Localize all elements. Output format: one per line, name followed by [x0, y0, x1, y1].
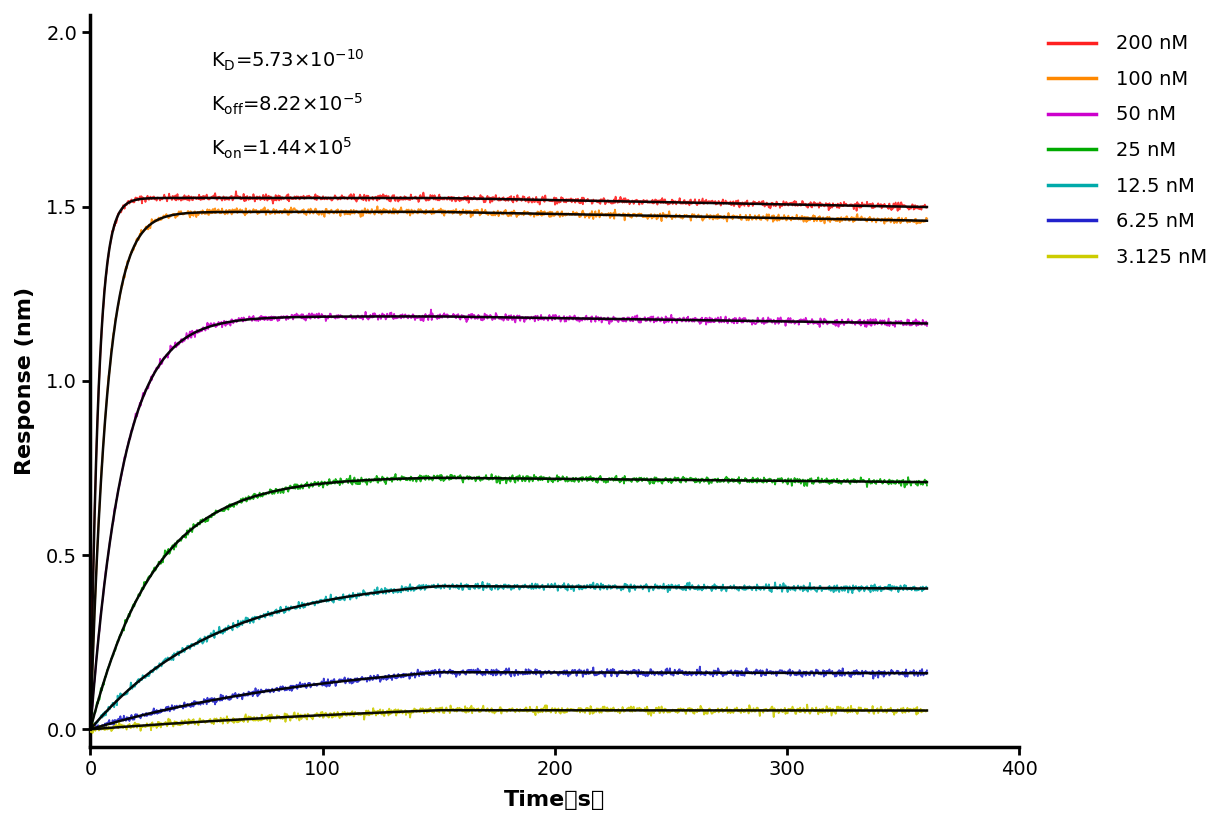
Text: K$_\mathregular{D}$=5.73×10$^{-10}$: K$_\mathregular{D}$=5.73×10$^{-10}$ — [211, 48, 365, 73]
Text: K$_\mathregular{off}$=8.22×10$^{-5}$: K$_\mathregular{off}$=8.22×10$^{-5}$ — [211, 92, 363, 117]
Y-axis label: Response (nm): Response (nm) — [15, 287, 34, 475]
Text: K$_\mathregular{on}$=1.44×10$^{5}$: K$_\mathregular{on}$=1.44×10$^{5}$ — [211, 136, 352, 161]
X-axis label: Time（s）: Time（s） — [504, 790, 605, 810]
Legend: 200 nM, 100 nM, 50 nM, 25 nM, 12.5 nM, 6.25 nM, 3.125 nM: 200 nM, 100 nM, 50 nM, 25 nM, 12.5 nM, 6… — [1039, 25, 1217, 276]
